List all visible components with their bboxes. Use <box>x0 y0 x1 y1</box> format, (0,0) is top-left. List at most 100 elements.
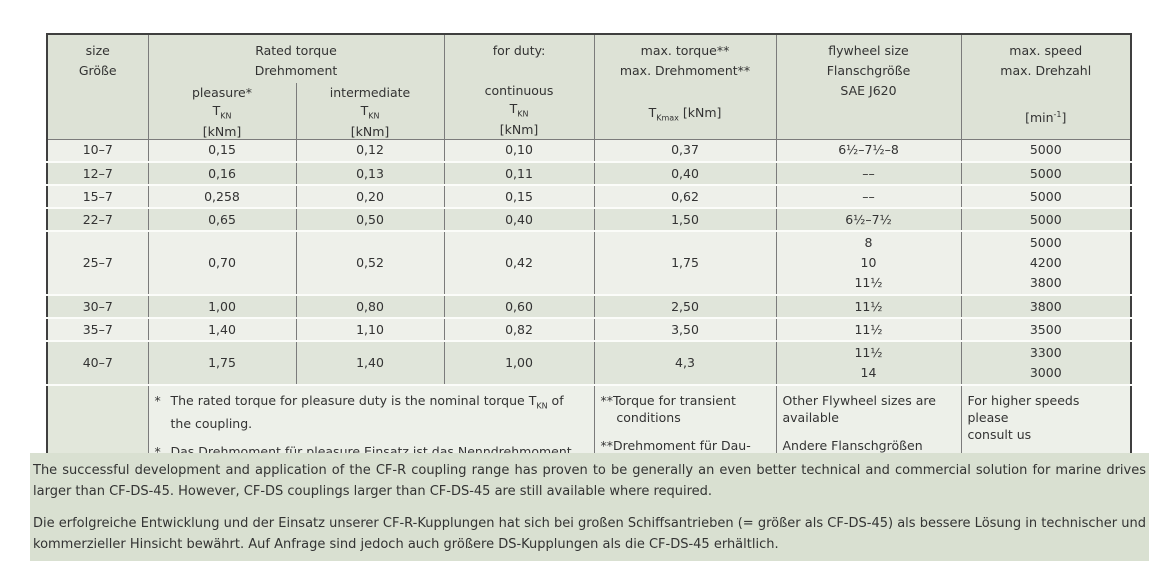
header-max-torque-symbol: TKmax [kNm] <box>648 105 722 123</box>
cell-pleasure: 0,258 <box>147 184 296 208</box>
cell-pleasure: 1,75 <box>147 340 296 385</box>
cell-flywheel: –– <box>775 161 961 185</box>
cell-max-torque: 4,3 <box>593 340 776 385</box>
cell-size: 12–7 <box>47 161 148 185</box>
header-intermediate-symbol: TKN <box>360 103 380 121</box>
table-header: size Größe Rated torque Drehmoment pleas… <box>47 34 1131 140</box>
cell-flywheel: 11½ 14 <box>775 340 961 385</box>
table-row: 10–7 0,15 0,12 0,10 0,37 6½–7½–8 5000 <box>47 139 1131 162</box>
footnote-speed-en: For higher speeds please consult us <box>967 393 1080 442</box>
header-pleasure-symbol: TKN <box>212 103 232 121</box>
footnote-rated-en: * The rated torque for pleasure duty is … <box>155 392 588 432</box>
header-intermediate-label: intermediate <box>329 85 411 100</box>
header-rated-torque: Rated torque Drehmoment pleasure* TKN [k… <box>147 34 444 140</box>
cell-intermediate: 0,80 <box>295 294 444 318</box>
table-row: 30–7 1,00 0,80 0,60 2,50 11½ 3800 <box>47 294 1131 318</box>
header-size-de: Größe <box>78 63 117 78</box>
cell-flywheel: 6½–7½ <box>775 207 961 231</box>
header-size-en: size <box>85 43 110 58</box>
cell-speed: 5000 <box>960 161 1131 185</box>
cell-continuous: 0,42 <box>443 230 594 295</box>
header-flywheel-de: Flanschgröße <box>826 63 911 78</box>
header-continuous-unit: [kNm] <box>499 121 539 137</box>
cell-pleasure: 1,40 <box>147 317 296 341</box>
header-continuous-label: continuous <box>484 83 554 98</box>
header-max-speed-unit: [min-1] <box>1025 110 1067 126</box>
header-flywheel-standard: SAE J620 <box>840 83 897 98</box>
cell-intermediate: 0,13 <box>295 161 444 185</box>
cell-size: 25–7 <box>47 230 148 295</box>
coupling-spec-table: size Größe Rated torque Drehmoment pleas… <box>46 33 1132 498</box>
cell-speed: 3500 <box>960 317 1131 341</box>
cell-continuous: 0,10 <box>443 139 594 162</box>
header-continuous-symbol: TKN <box>509 101 529 119</box>
header-max-speed-en: max. speed <box>1009 43 1083 58</box>
header-pleasure-label: pleasure* <box>192 85 252 100</box>
cell-size: 35–7 <box>47 317 148 341</box>
cell-flywheel: 6½–7½–8 <box>775 139 961 162</box>
cell-continuous: 0,82 <box>443 317 594 341</box>
cell-speed: 5000 <box>960 139 1131 162</box>
header-rated-en: Rated torque <box>255 43 337 58</box>
footnote-rated-en-text: The rated torque for pleasure duty is th… <box>170 393 564 431</box>
footnote-flywheel-en: Other Flywheel sizes are available <box>782 393 936 425</box>
table-row: 25–7 0,70 0,52 0,42 1,75 8 10 11½ 5000 4… <box>47 230 1131 295</box>
cell-max-torque: 0,40 <box>593 161 776 185</box>
cell-intermediate: 1,10 <box>295 317 444 341</box>
cell-intermediate: 0,52 <box>295 230 444 295</box>
cell-size: 30–7 <box>47 294 148 318</box>
cell-speed: 5000 <box>960 207 1131 231</box>
cell-max-torque: 3,50 <box>593 317 776 341</box>
cell-pleasure: 0,65 <box>147 207 296 231</box>
asterisk-marker: * <box>154 443 161 459</box>
header-max-torque-de: max. Drehmoment** <box>619 63 751 78</box>
header-pleasure-col: pleasure* TKN [kNm] <box>149 83 296 139</box>
header-rated-de: Drehmoment <box>254 63 338 78</box>
table-row: 15–7 0,258 0,20 0,15 0,62 –– 5000 <box>47 184 1131 208</box>
header-size: size Größe <box>47 34 148 140</box>
table-row: 40–7 1,75 1,40 1,00 4,3 11½ 14 3300 3000 <box>47 340 1131 385</box>
cell-max-torque: 0,62 <box>593 184 776 208</box>
cell-intermediate: 0,20 <box>295 184 444 208</box>
cell-speed: 5000 <box>960 184 1131 208</box>
bottom-note-english: The successful development and applicati… <box>33 463 1146 499</box>
cell-intermediate: 0,50 <box>295 207 444 231</box>
cell-continuous: 0,11 <box>443 161 594 185</box>
cell-flywheel: 11½ <box>775 294 961 318</box>
header-intermediate-unit: [kNm] <box>350 123 390 139</box>
cell-pleasure: 1,00 <box>147 294 296 318</box>
bottom-note-german: Die erfolgreiche Entwicklung und der Ein… <box>33 516 1146 552</box>
cell-size: 10–7 <box>47 139 148 162</box>
cell-intermediate: 0,12 <box>295 139 444 162</box>
header-max-speed: max. speed max. Drehzahl [min-1] <box>960 34 1131 140</box>
cell-pleasure: 0,15 <box>147 139 296 162</box>
cell-size: 15–7 <box>47 184 148 208</box>
cell-pleasure: 0,70 <box>147 230 296 295</box>
header-max-torque-en: max. torque** <box>640 43 730 58</box>
cell-flywheel: 8 10 11½ <box>775 230 961 295</box>
cell-speed: 5000 4200 3800 <box>960 230 1131 295</box>
header-max-speed-de: max. Drehzahl <box>1000 63 1092 78</box>
header-max-torque: max. torque** max. Drehmoment** TKmax [k… <box>593 34 776 140</box>
coupling-table: size Größe Rated torque Drehmoment pleas… <box>46 33 1132 498</box>
cell-flywheel: 11½ <box>775 317 961 341</box>
asterisk-marker: * <box>154 393 161 408</box>
header-flywheel-en: flywheel size <box>828 43 909 58</box>
cell-max-torque: 1,75 <box>593 230 776 295</box>
cell-intermediate: 1,40 <box>295 340 444 385</box>
footnote-max-torque-en: **Torque for transient conditions <box>600 393 736 425</box>
cell-continuous: 0,60 <box>443 294 594 318</box>
header-intermediate-col: intermediate TKN [kNm] <box>295 83 444 139</box>
cell-speed: 3800 <box>960 294 1131 318</box>
table-row: 22–7 0,65 0,50 0,40 1,50 6½–7½ 5000 <box>47 207 1131 231</box>
cell-continuous: 1,00 <box>443 340 594 385</box>
cell-pleasure: 0,16 <box>147 161 296 185</box>
cell-max-torque: 1,50 <box>593 207 776 231</box>
header-for-duty: for duty: <box>492 43 546 58</box>
table-row: 12–7 0,16 0,13 0,11 0,40 –– 5000 <box>47 161 1131 185</box>
bottom-note-block: The successful development and applicati… <box>30 453 1149 561</box>
table-row: 35–7 1,40 1,10 0,82 3,50 11½ 3500 <box>47 317 1131 341</box>
cell-speed: 3300 3000 <box>960 340 1131 385</box>
cell-size: 40–7 <box>47 340 148 385</box>
cell-flywheel: –– <box>775 184 961 208</box>
